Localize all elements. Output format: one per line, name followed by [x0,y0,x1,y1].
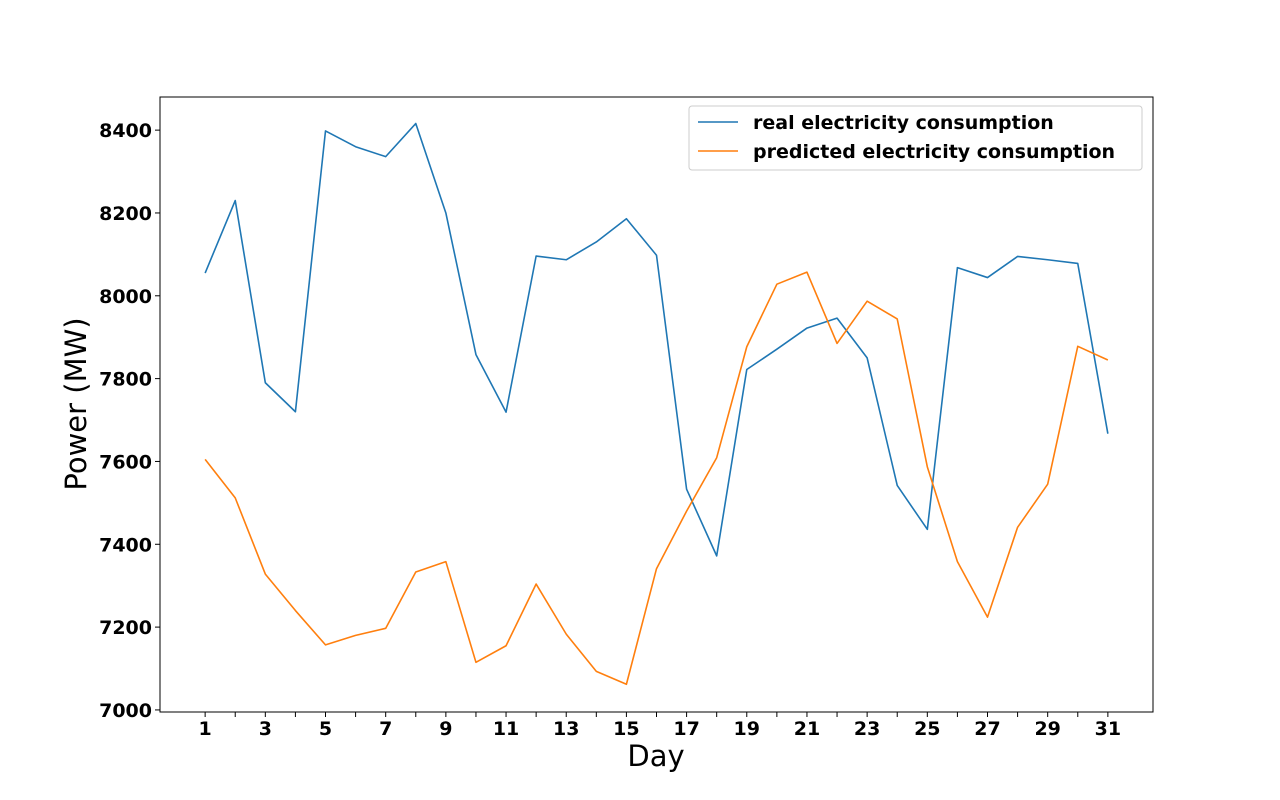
plot-frame [159,96,1154,713]
y-tick-label: 7800 [99,369,152,391]
y-axis: 7000 7200 7400 7600 7800 8000 8200 8400 [99,120,160,722]
y-tick-label: 7000 [99,700,152,722]
x-tick-label: 5 [319,718,332,740]
x-tick-label: 21 [794,718,820,740]
legend: real electricity consumption predicted e… [688,105,1143,171]
legend-label-predicted: predicted electricity consumption [753,141,1115,163]
y-tick-label: 8200 [99,203,152,225]
x-tick-label: 29 [1034,718,1060,740]
legend-label-real: real electricity consumption [753,112,1054,134]
x-tick-label: 1 [199,718,212,740]
x-tick-label: 3 [259,718,272,740]
legend-box [688,105,1143,171]
series-line-1 [204,271,1109,686]
y-tick-label: 7600 [99,451,152,473]
x-tick-label: 13 [553,718,579,740]
plot-lines [204,122,1109,686]
x-tick-label: 23 [854,718,880,740]
x-tick-label: 11 [493,718,519,740]
y-axis-label: Power (MW) [59,317,93,490]
y-tick-label: 8000 [99,286,152,308]
x-tick-label: 31 [1095,718,1121,740]
y-tick-label: 7400 [99,534,152,556]
x-tick-label: 9 [439,718,452,740]
x-tick-label: 7 [379,718,392,740]
y-tick-label: 8400 [99,120,152,142]
x-tick-label: 25 [914,718,940,740]
series-line-0 [204,122,1109,557]
x-tick-label: 15 [613,718,639,740]
x-tick-label: 27 [974,718,1000,740]
x-axis-label: Day [627,739,684,773]
x-tick-label: 17 [673,718,699,740]
y-tick-label: 7200 [99,617,152,639]
x-axis: 1 3 5 7 9 11 13 15 17 19 21 23 25 27 29 31 [199,712,1121,740]
x-tick-label: 19 [734,718,760,740]
